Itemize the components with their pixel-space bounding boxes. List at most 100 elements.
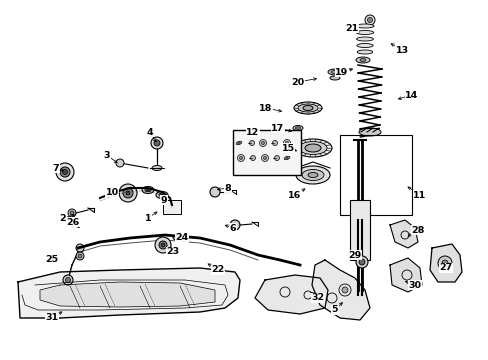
Circle shape bbox=[367, 18, 372, 23]
Circle shape bbox=[62, 170, 67, 175]
Text: 29: 29 bbox=[347, 251, 361, 260]
Text: 24: 24 bbox=[175, 234, 188, 243]
Circle shape bbox=[123, 188, 133, 198]
Ellipse shape bbox=[160, 194, 163, 196]
Ellipse shape bbox=[156, 192, 168, 198]
Ellipse shape bbox=[329, 76, 339, 80]
Circle shape bbox=[358, 259, 364, 265]
Ellipse shape bbox=[295, 166, 329, 184]
Circle shape bbox=[116, 159, 124, 167]
Circle shape bbox=[209, 187, 220, 197]
Text: 27: 27 bbox=[439, 264, 452, 273]
Text: 13: 13 bbox=[395, 45, 408, 54]
Circle shape bbox=[285, 141, 288, 144]
Ellipse shape bbox=[293, 139, 331, 157]
Text: 15: 15 bbox=[281, 144, 294, 153]
Circle shape bbox=[283, 140, 290, 147]
Polygon shape bbox=[40, 282, 215, 307]
Ellipse shape bbox=[293, 102, 321, 114]
Circle shape bbox=[119, 184, 137, 202]
Ellipse shape bbox=[305, 144, 320, 152]
Circle shape bbox=[364, 15, 374, 25]
Ellipse shape bbox=[145, 188, 151, 192]
Circle shape bbox=[261, 141, 264, 144]
Ellipse shape bbox=[359, 59, 365, 62]
Circle shape bbox=[161, 243, 164, 247]
Ellipse shape bbox=[152, 166, 162, 171]
Circle shape bbox=[76, 244, 84, 252]
Ellipse shape bbox=[307, 172, 317, 177]
Text: 4: 4 bbox=[146, 127, 153, 136]
Ellipse shape bbox=[146, 189, 149, 191]
Text: 5: 5 bbox=[331, 306, 338, 315]
Polygon shape bbox=[389, 258, 421, 292]
Circle shape bbox=[56, 163, 74, 181]
Circle shape bbox=[237, 142, 240, 144]
Circle shape bbox=[355, 256, 367, 268]
Bar bbox=[163, 200, 181, 214]
Circle shape bbox=[78, 254, 82, 258]
Circle shape bbox=[151, 137, 163, 149]
Circle shape bbox=[261, 154, 268, 162]
Circle shape bbox=[239, 157, 242, 159]
Text: 22: 22 bbox=[211, 266, 224, 275]
Ellipse shape bbox=[295, 127, 300, 129]
Text: 23: 23 bbox=[166, 248, 179, 256]
Ellipse shape bbox=[303, 105, 312, 111]
Text: 25: 25 bbox=[45, 256, 59, 265]
Ellipse shape bbox=[173, 236, 181, 240]
Ellipse shape bbox=[327, 69, 341, 75]
Text: 31: 31 bbox=[45, 314, 59, 323]
Bar bbox=[349, 200, 369, 260]
Circle shape bbox=[65, 278, 70, 283]
Circle shape bbox=[68, 209, 76, 217]
Text: 17: 17 bbox=[271, 123, 284, 132]
Circle shape bbox=[154, 140, 160, 146]
Text: 7: 7 bbox=[53, 163, 59, 172]
Text: 28: 28 bbox=[410, 225, 424, 234]
Text: 10: 10 bbox=[105, 188, 118, 197]
Polygon shape bbox=[254, 275, 327, 314]
Ellipse shape bbox=[159, 193, 164, 197]
Text: 1: 1 bbox=[144, 213, 151, 222]
Text: 12: 12 bbox=[246, 127, 259, 136]
Text: 18: 18 bbox=[259, 104, 272, 112]
Text: 11: 11 bbox=[412, 190, 426, 199]
Polygon shape bbox=[389, 220, 417, 248]
Circle shape bbox=[76, 252, 84, 260]
Circle shape bbox=[341, 287, 347, 293]
Circle shape bbox=[155, 237, 171, 253]
Ellipse shape bbox=[356, 31, 373, 35]
Circle shape bbox=[250, 156, 255, 161]
Ellipse shape bbox=[284, 156, 289, 160]
Ellipse shape bbox=[175, 237, 179, 239]
Ellipse shape bbox=[356, 37, 373, 41]
Polygon shape bbox=[311, 260, 369, 320]
Ellipse shape bbox=[302, 170, 324, 180]
Circle shape bbox=[441, 260, 447, 266]
Ellipse shape bbox=[356, 50, 372, 54]
Ellipse shape bbox=[355, 57, 369, 63]
Polygon shape bbox=[18, 268, 240, 318]
Text: 21: 21 bbox=[345, 23, 358, 32]
Circle shape bbox=[229, 220, 240, 230]
Ellipse shape bbox=[358, 128, 380, 136]
Text: 2: 2 bbox=[60, 213, 66, 222]
Circle shape bbox=[263, 157, 266, 159]
Circle shape bbox=[272, 140, 277, 145]
Ellipse shape bbox=[292, 126, 303, 131]
Circle shape bbox=[437, 256, 451, 270]
Circle shape bbox=[159, 241, 167, 249]
Ellipse shape bbox=[236, 141, 242, 145]
Text: 8: 8 bbox=[224, 184, 231, 193]
Text: 9: 9 bbox=[161, 195, 167, 204]
Circle shape bbox=[274, 156, 279, 161]
Ellipse shape bbox=[297, 104, 317, 112]
Ellipse shape bbox=[298, 141, 326, 154]
Circle shape bbox=[259, 140, 266, 147]
Polygon shape bbox=[429, 244, 461, 282]
Text: 3: 3 bbox=[103, 150, 110, 159]
Ellipse shape bbox=[142, 186, 154, 194]
Ellipse shape bbox=[113, 192, 116, 194]
Circle shape bbox=[249, 140, 254, 145]
